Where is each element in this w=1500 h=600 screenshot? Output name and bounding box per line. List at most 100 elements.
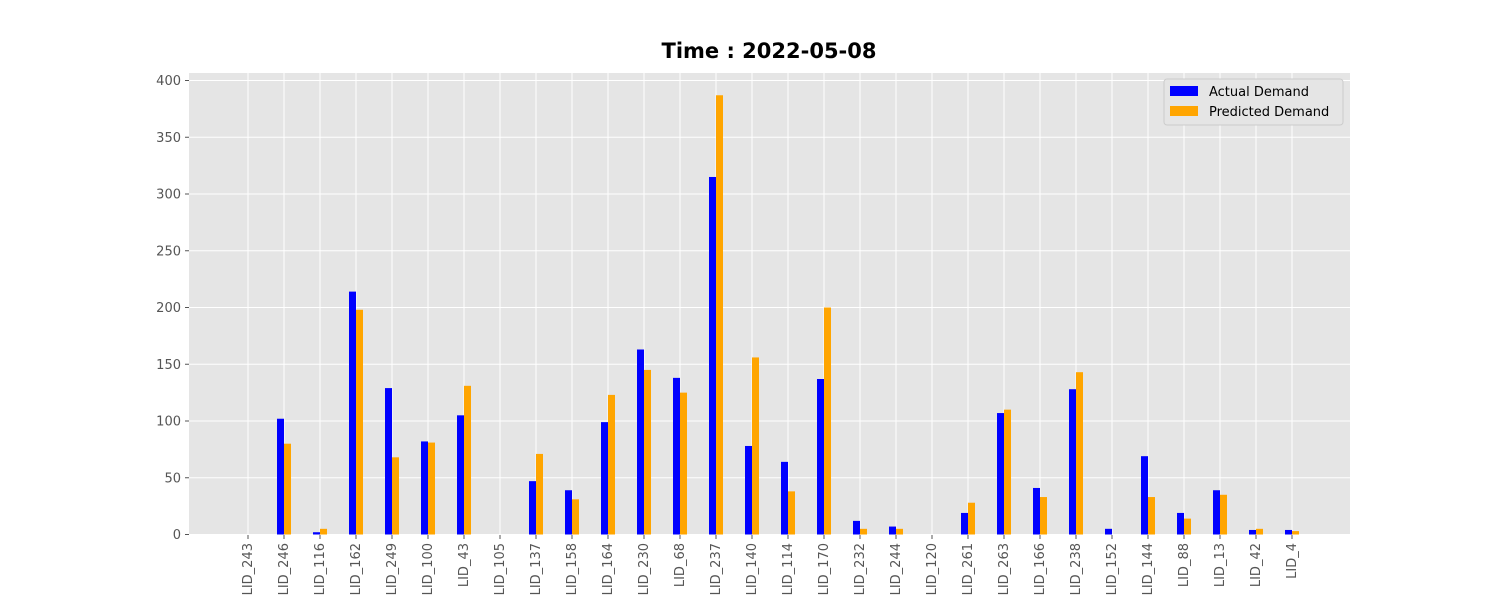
y-tick-label: 200 xyxy=(156,301,181,316)
legend-swatch xyxy=(1170,86,1198,96)
bar-predicted-demand xyxy=(860,528,867,535)
x-tick-label: LID_137 xyxy=(529,543,544,595)
bar-actual-demand xyxy=(745,445,752,535)
bar-predicted-demand xyxy=(608,394,615,535)
bar-actual-demand xyxy=(997,413,1004,535)
x-tick-label: LID_105 xyxy=(493,543,508,595)
bar-predicted-demand xyxy=(1148,497,1155,535)
x-tick-label: LID_238 xyxy=(1069,543,1084,595)
x-tick-label: LID_170 xyxy=(817,543,832,595)
bar-predicted-demand xyxy=(392,457,399,535)
legend-label: Predicted Demand xyxy=(1209,105,1329,120)
legend-box xyxy=(1163,78,1344,126)
y-tick-label: 0 xyxy=(173,528,181,543)
bar-predicted-demand xyxy=(464,385,471,535)
bar-predicted-demand xyxy=(968,502,975,535)
bar-predicted-demand xyxy=(428,442,435,535)
x-tick-label: LID_162 xyxy=(349,543,364,595)
x-tick-label: LID_246 xyxy=(277,543,292,595)
y-tick-label: 100 xyxy=(156,415,181,430)
bar-predicted-demand xyxy=(1004,409,1011,535)
bar-actual-demand xyxy=(1177,512,1184,535)
bar-predicted-demand xyxy=(572,499,579,535)
y-tick-label: 50 xyxy=(164,471,181,486)
x-tick-label: LID_68 xyxy=(673,543,688,587)
bar-actual-demand xyxy=(421,441,428,535)
chart-title: Time : 2022-05-08 xyxy=(662,39,877,63)
bar-predicted-demand xyxy=(788,491,795,535)
legend: Actual Demand Predicted Demand xyxy=(1163,78,1344,126)
y-tick-label: 400 xyxy=(156,74,181,89)
bar-actual-demand xyxy=(1105,528,1112,535)
legend-label: Actual Demand xyxy=(1209,85,1309,100)
bar-actual-demand xyxy=(709,176,716,535)
bar-actual-demand xyxy=(1033,487,1040,535)
x-tick-label: LID_100 xyxy=(421,543,436,595)
bar-predicted-demand xyxy=(680,392,687,535)
x-tick-label: LID_120 xyxy=(925,543,940,595)
bar-predicted-demand xyxy=(1040,497,1047,535)
x-tick-label: LID_230 xyxy=(637,543,652,595)
bar-actual-demand xyxy=(889,526,896,535)
legend-swatch xyxy=(1170,106,1198,116)
x-tick-label: LID_13 xyxy=(1213,543,1228,587)
bar-actual-demand xyxy=(601,422,608,535)
bar-actual-demand xyxy=(457,415,464,535)
bar-actual-demand xyxy=(349,291,356,535)
bar-predicted-demand xyxy=(1256,528,1263,535)
bar-predicted-demand xyxy=(284,443,291,535)
x-tick-label: LID_88 xyxy=(1177,543,1192,587)
bar-actual-demand xyxy=(961,512,968,535)
bar-actual-demand xyxy=(385,388,392,535)
bar-actual-demand xyxy=(1069,389,1076,535)
x-tick-label: LID_116 xyxy=(313,543,328,595)
x-tick-label: LID_232 xyxy=(853,543,868,595)
bar-predicted-demand xyxy=(644,369,651,535)
y-tick-label: 350 xyxy=(156,131,181,146)
x-tick-label: LID_237 xyxy=(709,543,724,595)
bar-predicted-demand xyxy=(1076,372,1083,535)
bar-predicted-demand xyxy=(896,528,903,535)
bar-actual-demand xyxy=(1285,529,1292,535)
x-tick-label: LID_152 xyxy=(1105,543,1120,595)
x-tick-label: LID_261 xyxy=(961,543,976,595)
x-tick-label: LID_249 xyxy=(385,543,400,595)
bar-actual-demand xyxy=(1141,456,1148,535)
plot-area: 0 50 100 150 200 250 300 350 400 LID_243 LID_246 LI… xyxy=(156,73,1350,595)
bar-predicted-demand xyxy=(1184,518,1191,535)
bar-predicted-demand xyxy=(536,453,543,535)
x-tick-label: LID_164 xyxy=(601,543,616,595)
bar-predicted-demand xyxy=(1220,494,1227,535)
x-tick-label: LID_4 xyxy=(1285,543,1300,579)
y-tick-label: 300 xyxy=(156,188,181,203)
x-tick-label: LID_42 xyxy=(1249,543,1264,587)
bar-actual-demand xyxy=(673,377,680,535)
x-tick-label: LID_43 xyxy=(457,543,472,587)
bar-predicted-demand xyxy=(356,309,363,535)
x-tick-label: LID_114 xyxy=(781,543,796,595)
bar-actual-demand xyxy=(853,520,860,535)
bar-predicted-demand xyxy=(824,307,831,535)
bar-actual-demand xyxy=(313,532,320,535)
x-tick-label: LID_144 xyxy=(1141,543,1156,595)
bar-actual-demand xyxy=(781,461,788,535)
bar-predicted-demand xyxy=(716,95,723,535)
x-tick-label: LID_244 xyxy=(889,543,904,595)
bar-actual-demand xyxy=(817,379,824,535)
bar-actual-demand xyxy=(529,481,536,535)
x-tick-label: LID_263 xyxy=(997,543,1012,595)
bar-actual-demand xyxy=(277,418,284,535)
plot-background xyxy=(189,73,1350,535)
bar-actual-demand xyxy=(565,490,572,535)
x-tick-label: LID_158 xyxy=(565,543,580,595)
bar-actual-demand xyxy=(637,349,644,535)
x-tick-label: LID_140 xyxy=(745,543,760,595)
bar-predicted-demand xyxy=(320,528,327,535)
x-tick-label: LID_243 xyxy=(241,543,256,595)
y-tick-label: 250 xyxy=(156,244,181,259)
bar-predicted-demand xyxy=(752,357,759,535)
bar-predicted-demand xyxy=(1292,531,1299,535)
x-tick-label: LID_166 xyxy=(1033,543,1048,595)
bar-actual-demand xyxy=(1249,529,1256,535)
